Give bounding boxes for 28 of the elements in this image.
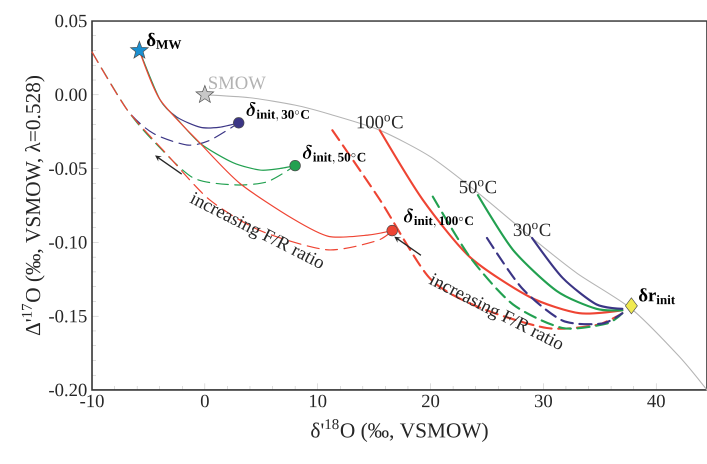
point — [233, 117, 244, 129]
y-tick-label: 0.00 — [55, 88, 87, 102]
x-tick-label: 10 — [310, 394, 326, 408]
x-tick-label: 20 — [422, 394, 440, 408]
x-tick-label: -10 — [80, 394, 104, 408]
y-tick-label: -0.05 — [49, 162, 87, 175]
x-tick-label: 40 — [647, 394, 665, 408]
y-tick-label: 0.05 — [55, 14, 87, 28]
point — [130, 40, 149, 58]
x-axis-title: δ'$^{18}$O (‰, VSMOW) — [311, 419, 488, 442]
annotation: 30$^{o}$C — [514, 222, 550, 236]
line-series — [531, 236, 624, 310]
series-label: δr$_{init}$ — [639, 288, 676, 304]
series-label: $\boldsymbol{\delta}_{\mathbf{init,\,50^{\circ}C}}$ — [302, 144, 366, 164]
x-tick-label: 30 — [534, 394, 552, 408]
series-label: SMOW — [209, 76, 266, 90]
y-axis-title: Δ'$^{17}$O (‰, VSMOW, λ=0.528) — [22, 76, 45, 336]
series-label: $\boldsymbol{\delta}_{\mathbf{init,\,30^{\circ}C}}$ — [246, 102, 309, 122]
series-label: δ$_{MW}$ — [147, 32, 182, 49]
annotation: 100$^{o}$C — [358, 115, 403, 128]
point — [289, 160, 301, 172]
y-tick-label: -0.20 — [49, 384, 87, 396]
point — [625, 298, 638, 314]
y-tick-label: -0.10 — [49, 236, 87, 249]
annotation: 50$^{o}$C — [460, 180, 496, 194]
x-tick-label: 0 — [200, 394, 209, 408]
point — [386, 224, 398, 236]
y-tick-label: -0.15 — [49, 310, 87, 323]
